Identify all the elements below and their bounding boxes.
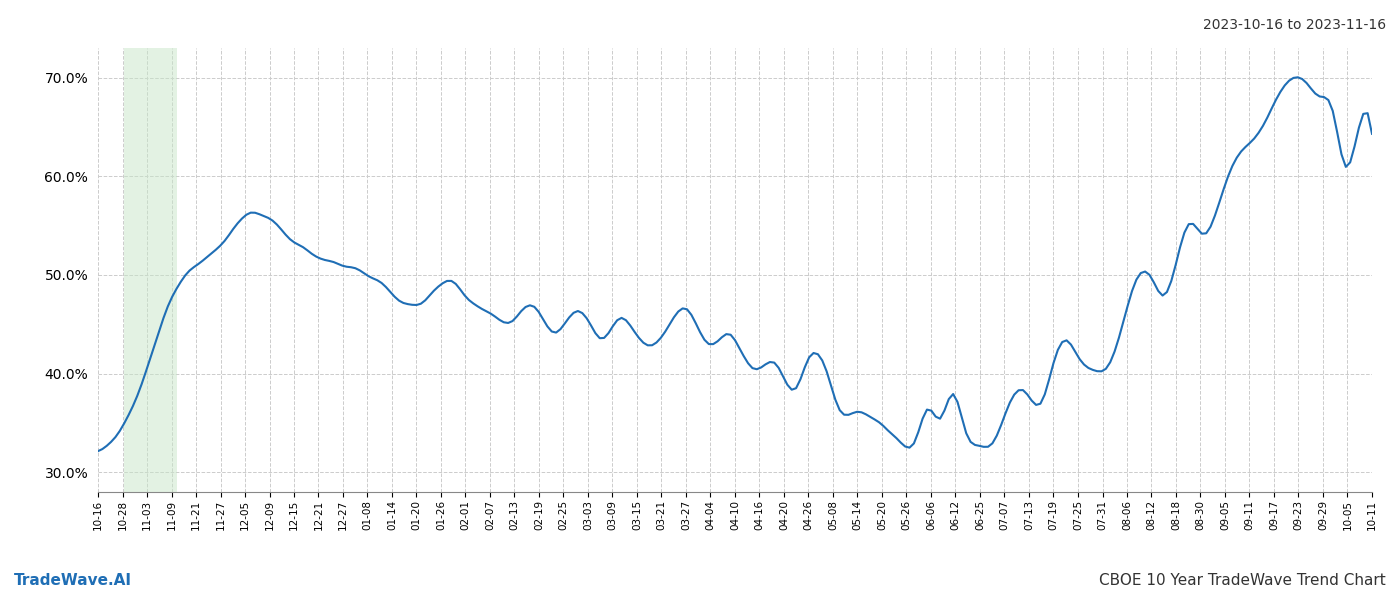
Bar — [125, 48, 176, 492]
Text: 2023-10-16 to 2023-11-16: 2023-10-16 to 2023-11-16 — [1203, 18, 1386, 32]
Text: TradeWave.AI: TradeWave.AI — [14, 573, 132, 588]
Text: CBOE 10 Year TradeWave Trend Chart: CBOE 10 Year TradeWave Trend Chart — [1099, 573, 1386, 588]
